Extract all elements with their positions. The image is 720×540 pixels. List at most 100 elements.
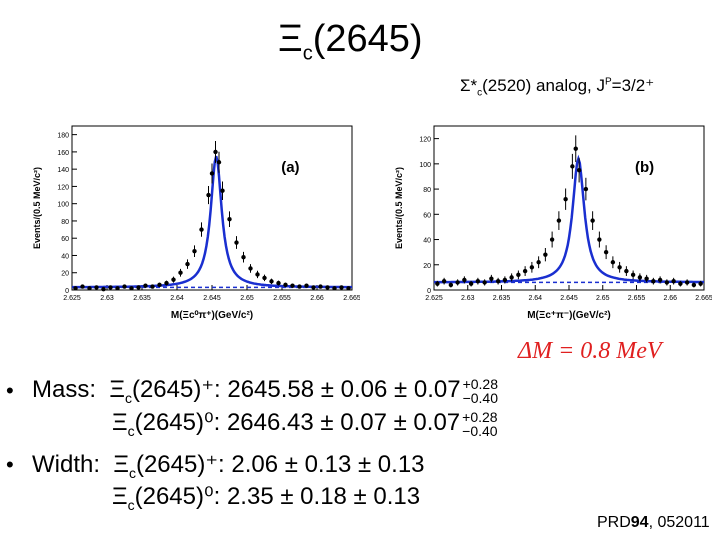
- data-point: [206, 192, 211, 198]
- mass-plot-b: 0 20 40 60 80 100 120 2.625 2.63 2.635 2.64 2.645 2.…: [394, 125, 712, 321]
- x-tick-label: 2.65: [240, 295, 254, 302]
- data-point: [475, 278, 481, 284]
- x-axis-label: M(Ξc⁺π⁻)(GeV/c²): [527, 310, 611, 321]
- data-point: [227, 217, 232, 222]
- data-point: [549, 237, 555, 242]
- mass-zero-line: Ξc(2645)⁰: 2646.43 ± 0.07 ± 0.07 +0.28 −0.…: [112, 408, 498, 439]
- y-tick-label: 20: [423, 263, 431, 270]
- data-point: [455, 280, 460, 285]
- width-label: Width:: [32, 451, 101, 478]
- data-point: [468, 281, 474, 286]
- data-point: [248, 266, 253, 271]
- data-point: [536, 260, 541, 265]
- data-point: [495, 278, 501, 284]
- data-point: [664, 280, 670, 285]
- data-point: [241, 255, 246, 260]
- y-tick-label: 80: [61, 219, 69, 226]
- y-tick-label: 100: [419, 162, 431, 169]
- data-point: [529, 265, 535, 270]
- width-zero-value: 2.35 ± 0.18 ± 0.13: [226, 483, 421, 510]
- y-tick-label: 20: [61, 271, 69, 278]
- data-point: [563, 196, 568, 202]
- data-point: [276, 280, 281, 286]
- x-tick-label: 2.625: [63, 295, 81, 302]
- data-point: [543, 252, 548, 257]
- width-zero-line: Ξc(2645)⁰: 2.35 ± 0.18 ± 0.13: [112, 483, 421, 513]
- data-point: [624, 268, 629, 274]
- data-point: [691, 282, 697, 288]
- data-point: [339, 285, 344, 290]
- data-point: [573, 146, 578, 151]
- x-axis-label: M(Ξc⁰π⁺)(GeV/c²): [171, 310, 253, 321]
- data-point: [570, 164, 575, 169]
- data-point: [597, 237, 602, 242]
- x-tick-label: 2.63: [461, 295, 475, 302]
- data-point: [80, 284, 85, 289]
- x-tick-label: 2.645: [560, 295, 578, 302]
- data-point: [603, 249, 609, 255]
- panel-label: (a): [281, 159, 299, 176]
- data-point: [630, 272, 636, 278]
- data-point: [101, 286, 106, 292]
- x-tick-label: 2.645: [203, 295, 221, 302]
- y-tick-label: 60: [61, 236, 69, 243]
- data-point: [297, 284, 302, 289]
- y-tick-label: 180: [57, 133, 69, 140]
- data-point: [143, 283, 148, 288]
- panel-label: (b): [635, 159, 654, 176]
- data-point: [590, 218, 595, 223]
- data-point: [311, 285, 316, 290]
- width-plus-line: Width: Ξc(2645)⁺: 2.06 ± 0.13 ± 0.13: [32, 451, 425, 481]
- data-point: [216, 160, 222, 165]
- x-tick-label: 2.63: [100, 295, 114, 302]
- x-tick-label: 2.64: [528, 295, 542, 302]
- data-point: [171, 277, 176, 282]
- data-point: [556, 218, 562, 223]
- mass-plus-line: Mass: Ξc(2645)⁺: 2645.58 ± 0.06 ± 0.07 +0…: [32, 375, 498, 406]
- data-point: [209, 171, 215, 176]
- plot-frame: [433, 125, 705, 291]
- y-tick-label: 100: [57, 202, 69, 209]
- data-point: [283, 282, 288, 288]
- x-tick-label: 2.65: [596, 295, 610, 302]
- width-plus-value: 2.06 ± 0.13 ± 0.13: [231, 451, 425, 478]
- data-point: [185, 261, 190, 267]
- data-point: [435, 281, 440, 286]
- data-point: [462, 277, 467, 283]
- data-point: [164, 280, 169, 286]
- delta-m-label: ΔM = 0.8 MeV: [518, 338, 662, 364]
- subtitle: Σ*c(2520) analog, JP=3/2⁺: [460, 76, 655, 99]
- data-point: [150, 284, 155, 289]
- fit-curve: [434, 154, 704, 284]
- x-tick-label: 2.665: [343, 295, 360, 302]
- data-point: [290, 283, 295, 288]
- data-point: [678, 281, 683, 286]
- x-tick-label: 2.655: [273, 295, 291, 302]
- data-point: [73, 286, 78, 291]
- x-tick-label: 2.66: [310, 295, 324, 302]
- data-point: [610, 260, 616, 265]
- reference: PRD94, 052011: [597, 514, 710, 531]
- data-point: [332, 286, 337, 291]
- y-tick-label: 40: [423, 238, 431, 245]
- data-point: [617, 265, 622, 270]
- mass-zero-value: 2646.43 ± 0.07 ± 0.07: [226, 409, 461, 436]
- y-axis-label: Events/(0.5 MeV/c²): [394, 167, 404, 249]
- data-point: [516, 272, 521, 278]
- data-point: [213, 149, 218, 155]
- x-tick-label: 2.655: [628, 295, 646, 302]
- data-point: [651, 278, 656, 284]
- bullet-width: •: [6, 452, 14, 477]
- data-point: [115, 286, 120, 291]
- data-point: [122, 284, 127, 289]
- y-tick-label: 80: [423, 187, 431, 194]
- data-point: [698, 281, 703, 286]
- data-point: [192, 248, 197, 254]
- data-point: [318, 284, 323, 289]
- data-point: [220, 188, 225, 193]
- y-tick-label: 120: [57, 184, 69, 191]
- data-point: [637, 275, 643, 280]
- y-tick-label: 140: [57, 167, 69, 174]
- data-point: [262, 275, 267, 281]
- y-tick-label: 120: [419, 137, 431, 144]
